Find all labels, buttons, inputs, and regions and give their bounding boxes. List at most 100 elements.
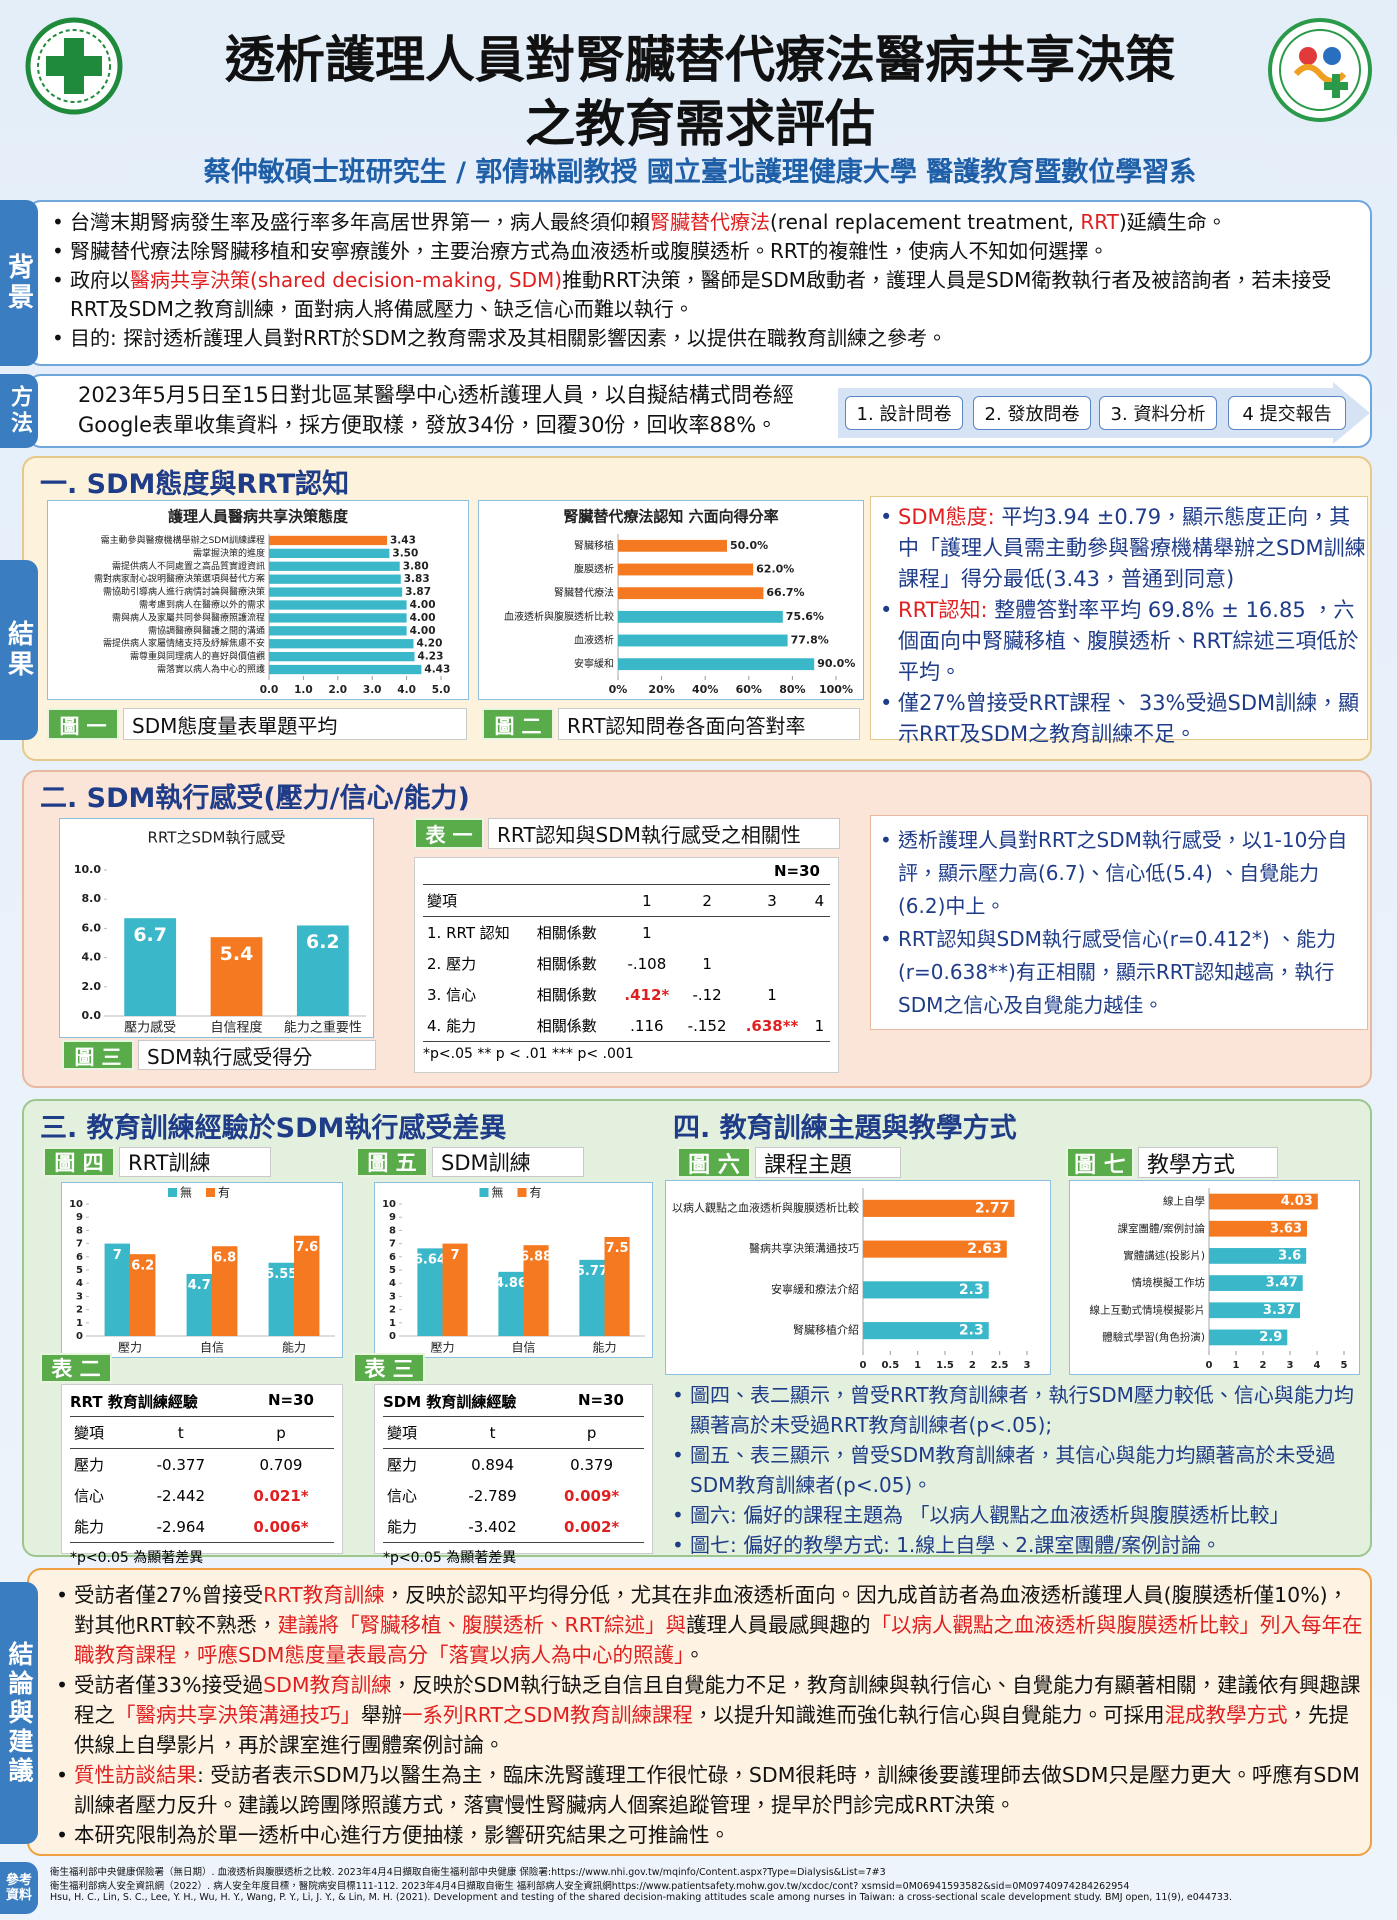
table-cell: 2. 壓力 xyxy=(427,955,477,973)
bar xyxy=(579,1259,605,1336)
chart: 0 0.5 1 1.5 2 2.5 3 以病人觀點之血液透析與腹膜透析比較 2.77 醫病共享決策… xyxy=(672,1188,1031,1371)
table-cell xyxy=(809,917,830,949)
category-label: 醫病共享決策溝通技巧 xyxy=(749,1241,859,1255)
bullet: 腎臟替代療法除腎臟移植和安寧療護外，主要治療方式為血液透析或腹膜透析。RRT的複… xyxy=(48,237,1366,266)
section-tab: 方法 xyxy=(0,374,38,448)
text-run: )延續生命。 xyxy=(1118,210,1227,234)
text-run: 本研究限制為於單一透析中心進行方便抽樣，影響研究結果之可推論性。 xyxy=(74,1823,730,1847)
x-tick-label: 1.5 xyxy=(936,1360,954,1371)
chart: 護理人員醫病共享決策態度 0.0 1.0 2.0 3.0 4.0 5.0 需主動參與醫療機構舉… xyxy=(94,508,450,697)
category-label: 課室團體/案例討論 xyxy=(1117,1222,1205,1235)
x-tick-label: 自信 xyxy=(200,1341,224,1355)
caption-tag: 表 三 xyxy=(353,1353,425,1383)
table: 變項 t p 壓力 0.894 0.379 信心 -2.789 0.009* 能力 -3.402 0.… xyxy=(383,1416,644,1542)
x-tick-label: 0.0 xyxy=(260,684,279,696)
y-tick-label: 2.0 xyxy=(82,980,102,993)
step-box: 3. 資料分析 xyxy=(1099,396,1217,430)
section-tab: 結果 xyxy=(0,560,38,740)
text-run: ，反映於SDM執行缺乏自信且自覺能力不足，教育訓練與執行信心、自覺能力有顯著相關… xyxy=(74,1673,1361,1727)
step-box: 1. 設計問卷 xyxy=(845,396,963,430)
x-tick-label: 20% xyxy=(648,683,674,696)
value-label: 90.0% xyxy=(817,657,855,670)
legend-swatch xyxy=(479,1188,489,1197)
value-label: 5.55 xyxy=(265,1267,297,1282)
table-cell: 0.709 xyxy=(259,1455,303,1474)
table-footnote: *p<0.05 為顯著差異 xyxy=(383,1542,644,1567)
header-cell: t xyxy=(445,1416,540,1449)
table-row: 信心 -2.442 0.021* xyxy=(70,1480,334,1511)
value-label: 62.0% xyxy=(756,563,794,576)
text-run: (renal replacement treatment, xyxy=(770,210,1081,234)
text-run: 受訪者僅33%接受過 xyxy=(74,1673,264,1697)
table-cell: 0.002* xyxy=(563,1517,620,1536)
category-label: 腹膜透析 xyxy=(574,563,614,576)
value-label: 3.50 xyxy=(392,547,418,559)
category-label: 需尊重與同理病人的喜好與價值觀 xyxy=(130,650,265,662)
header-cell: 變項 xyxy=(383,1416,446,1449)
table-cell: 信心 xyxy=(387,1487,418,1505)
category-label: 以病人觀點之血液透析與腹膜透析比較 xyxy=(672,1200,859,1214)
category-label: 需落實以病人為中心的照護 xyxy=(157,663,265,675)
bullet-list: 透析護理人員對RRT之SDM執行感受，以1-10分自評，顯示壓力高(6.7)、信… xyxy=(876,824,1366,1022)
value-label: 5.4 xyxy=(220,943,254,965)
table-footnote: *p<0.05 為顯著差異 xyxy=(70,1542,334,1567)
table-cell: 0.894 xyxy=(471,1455,515,1474)
x-tick-label: 壓力 xyxy=(118,1341,142,1355)
header-cell: 2 xyxy=(678,884,736,917)
bar xyxy=(269,639,414,649)
logo-left xyxy=(25,17,123,115)
bar xyxy=(1209,1329,1288,1346)
chart-title: 護理人員醫病共享決策態度 xyxy=(168,508,349,526)
text-run: ，反映於認知平均得分低，尤其在非血液透析面向。因九成首訪者為血液透析護理人員(腹… xyxy=(74,1583,1349,1637)
reference-list: 衛生福利部中央健康保險署（無日期）. 血液透析與腹膜透析之比較. 2023年4月… xyxy=(50,1864,1370,1903)
table-panel: SDM 教育訓練經驗 N=30 變項 t p 壓力 0.894 0.379 信心 -2.789 0.… xyxy=(374,1384,653,1566)
value-label: 4.00 xyxy=(410,612,436,624)
table-panel: RRT 教育訓練經驗 N=30 變項 t p 壓力 -0.377 0.709 信心 -2.442 0… xyxy=(61,1384,343,1566)
caption-text: 課程主題 xyxy=(755,1147,901,1178)
bar xyxy=(417,1248,443,1336)
table-title: RRT 教育訓練經驗 xyxy=(70,1393,198,1411)
table-title: SDM 教育訓練經驗 xyxy=(383,1393,517,1411)
step-box: 4 提交報告 xyxy=(1228,396,1346,430)
y-tick-label: 0 xyxy=(389,1331,396,1342)
table-row: 能力 -2.964 0.006* xyxy=(70,1511,334,1542)
x-tick-label: 2 xyxy=(1260,1360,1267,1371)
y-tick-label: 5 xyxy=(76,1265,83,1276)
table-cell: 能力 xyxy=(74,1518,105,1536)
table-caption: RRT 教育訓練經驗 N=30 xyxy=(70,1389,334,1416)
category-label: 需協助引導病人進行病情討論與醫療決策 xyxy=(103,586,265,598)
y-tick-label: 5 xyxy=(389,1265,396,1276)
legend-label: 有 xyxy=(530,1186,542,1200)
table-cell: 1 xyxy=(702,954,712,973)
value-label: 7.5 xyxy=(606,1241,629,1256)
y-tick-label: 2 xyxy=(76,1305,83,1316)
value-label: 2.3 xyxy=(959,1323,984,1339)
value-label: 2.3 xyxy=(959,1282,984,1298)
x-tick-label: 能力 xyxy=(592,1341,616,1355)
value-label: 4.20 xyxy=(416,638,442,650)
x-tick-label: 2.0 xyxy=(328,684,347,696)
table-cell: 0.009* xyxy=(563,1486,620,1505)
bullet-list: SDM態度: 平均3.94 ±0.79，顯示態度正向，其中「護理人員需主動參與醫… xyxy=(876,502,1366,750)
table-cell: -0.377 xyxy=(156,1455,205,1474)
caption-text: RRT訓練 xyxy=(119,1147,271,1177)
chart-title: RRT之SDM執行感受 xyxy=(148,829,286,847)
category-label: 需與病人及家屬共同參與醫療照護流程 xyxy=(112,611,265,623)
authors: 蔡仲敏碩士班研究生 / 郭倩琳副教授 國立臺北護理健康大學 醫護教育暨數位學習系 xyxy=(203,157,1197,188)
caption-tag: 表 一 xyxy=(414,818,484,849)
table-cell xyxy=(679,917,736,949)
reference: 衛生福利部中央健康保險署（無日期）. 血液透析與腹膜透析之比較. 2023年4月… xyxy=(50,1867,886,1878)
text-run: 政府以 xyxy=(70,268,130,292)
text-run: 腎臟替代療法除腎臟移植和安寧療護外，主要治療方式為血液透析或腹膜透析。RRT的複… xyxy=(70,239,1109,263)
header-cell: 4 xyxy=(808,884,830,917)
value-label: 3.80 xyxy=(403,560,429,572)
x-tick-label: 5 xyxy=(1341,1360,1348,1371)
y-tick-label: 0.0 xyxy=(82,1009,102,1022)
table-cell: -.108 xyxy=(627,954,667,973)
table-cell: 1 xyxy=(814,1016,825,1035)
y-tick-label: 1 xyxy=(389,1318,396,1329)
x-tick-label: 0.5 xyxy=(881,1360,899,1371)
x-tick-label: 2 xyxy=(969,1360,976,1371)
chart: RRT之SDM執行感受 0.0 2.0 4.0 6.0 8.0 10.0 壓力感受 6.7 自信程… xyxy=(74,829,366,1036)
